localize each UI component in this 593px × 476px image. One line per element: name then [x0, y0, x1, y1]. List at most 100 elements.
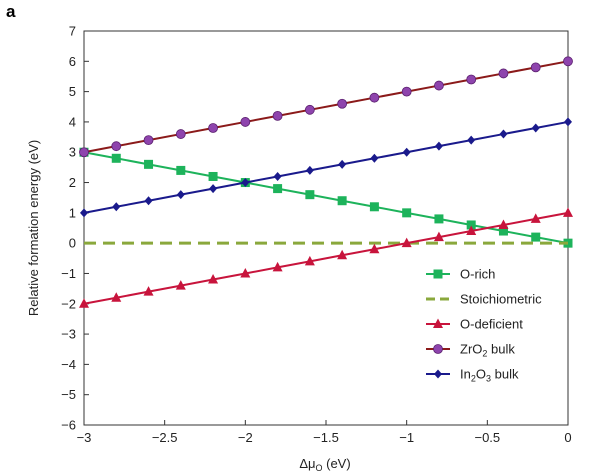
data-point-o-rich [434, 214, 444, 224]
y-tick-label: −5 [61, 387, 76, 402]
series-o-rich [79, 147, 573, 248]
data-point-in2o3-bulk [499, 129, 508, 139]
data-point-in2o3-bulk [402, 147, 411, 157]
legend-label-part: 3 [486, 374, 491, 384]
data-point-zro2-bulk [79, 147, 89, 158]
y-tick-label: −3 [61, 327, 76, 342]
data-point-o-deficient [466, 225, 477, 236]
data-point-in2o3-bulk [564, 117, 572, 127]
legend-label-part: Stoichiometric [460, 292, 542, 307]
legend-label-part: In [460, 367, 471, 382]
x-axis-label: ΔμO (eV) [299, 456, 350, 473]
y-tick-label: 2 [69, 175, 76, 190]
data-point-zro2-bulk [208, 123, 218, 133]
x-tick-label: −2 [238, 430, 253, 445]
y-tick-label: −6 [61, 418, 76, 433]
data-point-o-deficient [272, 261, 283, 272]
data-point-o-rich [369, 202, 379, 212]
x-tick-label: −2.5 [152, 430, 178, 445]
y-tick-label: −1 [61, 266, 76, 281]
x-axis-label-symbol: Δμ [299, 456, 315, 471]
data-point-o-rich [208, 171, 218, 181]
y-tick-label: 5 [69, 84, 76, 99]
y-tick-label: 1 [69, 205, 76, 220]
legend-label-part: 2 [482, 349, 487, 359]
y-axis-label: Relative formation energy (eV) [26, 140, 41, 316]
legend-swatch-marker [433, 269, 443, 279]
data-point-o-deficient [175, 280, 186, 290]
legend-item-in2o3-bulk: In2O3 bulk [426, 367, 519, 384]
data-point-in2o3-bulk [80, 208, 88, 218]
data-point-o-deficient [530, 213, 541, 223]
data-point-o-rich [337, 196, 347, 206]
data-point-o-rich [273, 184, 283, 194]
legend-label-part: O-rich [460, 267, 495, 282]
data-point-zro2-bulk [369, 92, 380, 103]
data-point-o-deficient [498, 219, 509, 229]
data-point-o-deficient [433, 231, 444, 242]
data-point-o-deficient [143, 286, 154, 296]
data-point-o-deficient [111, 292, 122, 302]
data-point-in2o3-bulk [273, 171, 282, 181]
data-point-zro2-bulk [304, 104, 315, 115]
data-point-in2o3-bulk [370, 153, 379, 163]
data-point-zro2-bulk [530, 62, 541, 73]
legend-label: O-deficient [460, 317, 523, 332]
data-point-zro2-bulk [337, 98, 348, 109]
data-point-in2o3-bulk [144, 196, 153, 206]
data-point-zro2-bulk [434, 80, 444, 91]
legend-label: O-rich [460, 267, 495, 282]
data-point-o-rich [498, 226, 508, 236]
data-point-o-rich [466, 220, 476, 230]
data-point-o-rich [402, 208, 412, 218]
data-point-o-deficient [79, 298, 89, 308]
data-point-in2o3-bulk [112, 202, 121, 212]
data-point-o-rich [111, 153, 121, 163]
series-line-o-deficient [83, 211, 569, 305]
y-tick-label: 6 [69, 54, 76, 69]
data-point-zro2-bulk [143, 135, 154, 146]
legend-item-zro2-bulk: ZrO2 bulk [426, 342, 515, 359]
legend-swatch-marker [433, 318, 443, 328]
x-axis-label-unit: (eV) [323, 456, 351, 471]
legend-label: Stoichiometric [460, 292, 542, 307]
data-point-o-deficient [208, 274, 219, 284]
x-tick-label: −1 [399, 430, 414, 445]
legend-label-part: bulk [491, 367, 519, 382]
data-point-o-deficient [337, 249, 348, 260]
data-point-o-deficient [304, 255, 315, 266]
data-point-in2o3-bulk [209, 184, 218, 194]
data-point-in2o3-bulk [467, 135, 476, 145]
y-tick-label: −4 [61, 357, 76, 372]
legend-swatch-marker [433, 344, 443, 354]
data-point-o-deficient [563, 207, 573, 217]
data-point-zro2-bulk [240, 117, 251, 127]
data-point-zro2-bulk [175, 129, 186, 139]
x-tick-label: −3 [77, 430, 92, 445]
data-point-in2o3-bulk [434, 141, 443, 151]
y-tick-label: −2 [61, 296, 76, 311]
legend-label-part: ZrO [460, 342, 482, 357]
y-tick-label: 0 [69, 236, 76, 251]
legend-label-part: O [476, 367, 486, 382]
data-point-zro2-bulk [272, 110, 283, 121]
data-point-o-rich [144, 159, 154, 169]
legend-item-o-deficient: O-deficient [426, 317, 523, 332]
data-point-zro2-bulk [563, 56, 573, 67]
data-point-o-rich [176, 165, 186, 175]
series-layer [79, 56, 573, 308]
y-tick-label: 3 [69, 145, 76, 160]
data-point-zro2-bulk [498, 68, 509, 79]
legend-label: In2O3 bulk [460, 367, 519, 384]
legend-swatch-marker [434, 369, 442, 379]
legend-label-part: bulk [487, 342, 515, 357]
series-zro2-bulk [79, 56, 573, 158]
legend-label-part: O-deficient [460, 317, 523, 332]
legend-label-part: 2 [471, 374, 476, 384]
data-point-o-deficient [401, 237, 412, 248]
data-point-in2o3-bulk [241, 178, 250, 188]
panel-label: a [6, 2, 16, 21]
y-tick-label: 7 [69, 24, 76, 39]
